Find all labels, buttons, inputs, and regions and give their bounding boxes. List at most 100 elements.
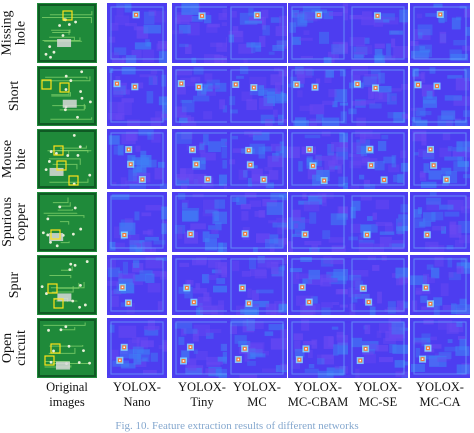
feature-heatmap bbox=[107, 66, 167, 126]
feature-heatmap bbox=[348, 318, 408, 378]
heatmap-svg bbox=[410, 192, 470, 252]
heatmap-svg bbox=[288, 318, 348, 378]
feature-heatmap bbox=[288, 318, 348, 378]
heatmap-svg bbox=[227, 318, 287, 378]
heatmap-svg bbox=[172, 3, 232, 63]
heatmap-svg bbox=[348, 192, 408, 252]
defect-box bbox=[44, 355, 55, 366]
feature-heatmap bbox=[107, 318, 167, 378]
defect-box bbox=[50, 343, 61, 354]
row-label-text: Spurious copper bbox=[0, 197, 30, 247]
defect-box bbox=[47, 283, 58, 294]
feature-heatmap bbox=[410, 255, 470, 315]
column-label: YOLOX- Nano bbox=[113, 380, 161, 409]
feature-heatmap bbox=[410, 66, 470, 126]
heatmap-svg bbox=[227, 129, 287, 189]
heatmap-base bbox=[288, 255, 348, 315]
original-pcb-image bbox=[37, 255, 97, 315]
feature-heatmap bbox=[410, 318, 470, 378]
column-label: YOLOX- MC bbox=[233, 380, 281, 409]
pcb-image-svg bbox=[37, 255, 97, 315]
heatmap-svg bbox=[172, 66, 232, 126]
row-label: Spur bbox=[0, 255, 30, 315]
feature-heatmap bbox=[227, 255, 287, 315]
feature-heatmap bbox=[410, 3, 470, 63]
column-label: YOLOX- MC-CA bbox=[416, 380, 464, 409]
pcb-image-svg bbox=[37, 66, 97, 126]
heatmap-svg bbox=[107, 129, 167, 189]
original-pcb-image bbox=[37, 66, 97, 126]
heatmap-svg bbox=[172, 318, 232, 378]
heatmap-svg bbox=[227, 255, 287, 315]
feature-heatmap bbox=[107, 129, 167, 189]
heatmap-svg bbox=[107, 66, 167, 126]
pcb-image-svg bbox=[37, 318, 97, 378]
heatmap-svg bbox=[348, 66, 408, 126]
row-label: Open circuit bbox=[0, 318, 30, 378]
heatmap-svg bbox=[172, 129, 232, 189]
defect-box bbox=[53, 145, 64, 156]
feature-heatmap bbox=[172, 66, 232, 126]
pcb-board bbox=[37, 255, 97, 315]
row-label-text: Missing hole bbox=[0, 10, 29, 56]
feature-heatmap bbox=[348, 192, 408, 252]
feature-heatmap bbox=[288, 3, 348, 63]
row-label: Missing hole bbox=[0, 3, 30, 63]
feature-heatmap bbox=[172, 255, 232, 315]
feature-heatmap bbox=[227, 3, 287, 63]
heatmap-svg bbox=[107, 255, 167, 315]
figure-caption: Fig. 10. Feature extraction results of d… bbox=[115, 420, 359, 432]
defect-box bbox=[50, 229, 61, 240]
feature-heatmap bbox=[348, 255, 408, 315]
heatmap-svg bbox=[410, 318, 470, 378]
row-label-text: Open circuit bbox=[0, 330, 30, 366]
feature-heatmap bbox=[227, 192, 287, 252]
original-pcb-image bbox=[37, 318, 97, 378]
row-label-text: Spur bbox=[6, 271, 22, 299]
column-label: YOLOX- Tiny bbox=[178, 380, 226, 409]
feature-heatmap bbox=[348, 3, 408, 63]
feature-heatmap bbox=[107, 3, 167, 63]
feature-heatmap bbox=[410, 129, 470, 189]
row-label: Short bbox=[0, 66, 30, 126]
heatmap-svg bbox=[288, 192, 348, 252]
feature-heatmap bbox=[172, 192, 232, 252]
pcb-image-svg bbox=[37, 3, 97, 63]
row-label-text: Short bbox=[7, 80, 22, 112]
heatmap-svg bbox=[288, 129, 348, 189]
defect-box bbox=[68, 175, 79, 186]
defect-box bbox=[56, 160, 67, 171]
feature-heatmap bbox=[288, 192, 348, 252]
feature-heatmap bbox=[172, 318, 232, 378]
heatmap-svg bbox=[348, 318, 408, 378]
feature-heatmap bbox=[172, 3, 232, 63]
heatmap-svg bbox=[348, 3, 408, 63]
heatmap-svg bbox=[288, 66, 348, 126]
feature-heatmap bbox=[348, 129, 408, 189]
feature-heatmap bbox=[288, 66, 348, 126]
heatmap-svg bbox=[227, 3, 287, 63]
column-label: Original images bbox=[46, 380, 88, 409]
feature-heatmap bbox=[107, 192, 167, 252]
original-pcb-image bbox=[37, 129, 97, 189]
feature-heatmap bbox=[348, 66, 408, 126]
heatmap-svg bbox=[107, 3, 167, 63]
heatmap-svg bbox=[172, 255, 232, 315]
column-label: YOLOX- MC-SE bbox=[354, 380, 402, 409]
feature-heatmap bbox=[288, 255, 348, 315]
heatmap-svg bbox=[288, 3, 348, 63]
column-label: YOLOX- MC-CBAM bbox=[287, 380, 349, 409]
heatmap-svg bbox=[288, 255, 348, 315]
feature-heatmap bbox=[107, 255, 167, 315]
defect-box bbox=[62, 10, 73, 21]
pcb-image-svg bbox=[37, 192, 97, 252]
heatmap-svg bbox=[410, 129, 470, 189]
feature-heatmap bbox=[227, 318, 287, 378]
feature-heatmap bbox=[288, 129, 348, 189]
defect-box bbox=[41, 79, 52, 90]
heatmap-svg bbox=[348, 129, 408, 189]
heatmap-svg bbox=[410, 66, 470, 126]
heatmap-svg bbox=[107, 318, 167, 378]
heatmap-svg bbox=[227, 66, 287, 126]
